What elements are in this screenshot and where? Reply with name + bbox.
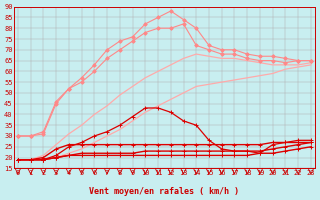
X-axis label: Vent moyen/en rafales ( km/h ): Vent moyen/en rafales ( km/h ): [89, 187, 239, 196]
